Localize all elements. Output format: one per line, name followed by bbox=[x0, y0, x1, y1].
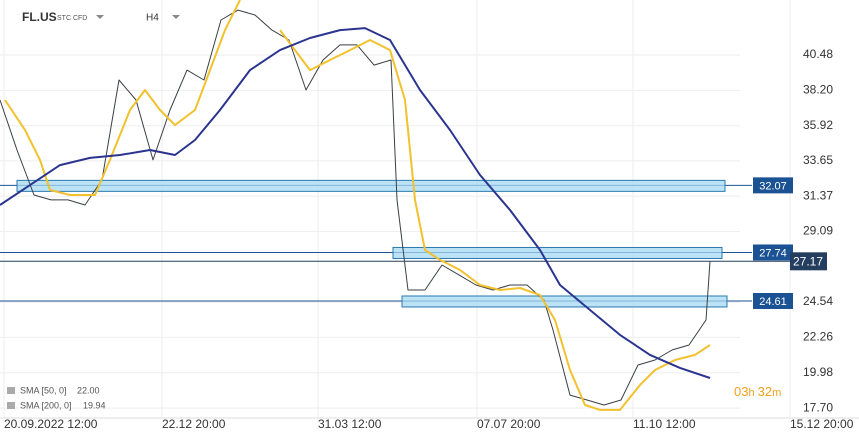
interval[interactable]: H4 bbox=[146, 13, 159, 24]
x-tick-label: 15.12 20:00 bbox=[790, 417, 854, 431]
instrument: STC CFD bbox=[57, 15, 87, 22]
legend-name: SMA [200, 0] bbox=[20, 400, 72, 410]
legend-name: SMA [50, 0] bbox=[20, 385, 67, 395]
price-line bbox=[0, 9, 711, 406]
y-tick-label: 35.92 bbox=[803, 118, 833, 132]
legend-value: 19.94 bbox=[83, 400, 106, 410]
y-tick-label: 40.48 bbox=[803, 47, 833, 61]
dropdown-arrow[interactable] bbox=[96, 15, 104, 19]
legend-icon[interactable] bbox=[7, 387, 15, 394]
legend-icon[interactable] bbox=[7, 402, 15, 409]
x-tick-label: 20.09.2022 12:00 bbox=[4, 417, 98, 431]
y-tick-label: 31.37 bbox=[803, 188, 833, 202]
levels bbox=[0, 179, 790, 308]
y-tick-label: 24.54 bbox=[803, 294, 833, 308]
y-tick-label: 19.98 bbox=[803, 365, 833, 379]
y-tick-label: 29.09 bbox=[803, 224, 833, 238]
x-tick-label: 22.12 20:00 bbox=[162, 417, 226, 431]
level-label-box bbox=[753, 244, 793, 261]
level-zone bbox=[392, 246, 723, 259]
level-label: 32.07 bbox=[759, 180, 787, 192]
symbol[interactable]: FL.US bbox=[22, 10, 57, 24]
level-label-box bbox=[753, 292, 793, 309]
current-price-box bbox=[790, 252, 827, 271]
sma-line bbox=[4, 0, 241, 196]
level-label: 24.61 bbox=[759, 296, 787, 308]
dropdown-arrow[interactable] bbox=[172, 15, 180, 19]
x-tick-label: 11.10 12:00 bbox=[633, 417, 696, 431]
y-tick-label: 17.70 bbox=[803, 400, 833, 414]
timer: 03h 32m bbox=[734, 384, 781, 399]
current-price-label: 27.17 bbox=[793, 254, 823, 268]
y-tick-label: 33.65 bbox=[803, 153, 833, 167]
x-tick-label: 31.03 12:00 bbox=[318, 417, 382, 431]
labels: 17.70 19.98 22.26 24.54 29.09 31.37 33.65 35.92… bbox=[4, 47, 854, 431]
level-label-box bbox=[753, 177, 793, 194]
grid bbox=[0, 0, 859, 419]
sma-line bbox=[279, 29, 711, 411]
level-zone bbox=[401, 295, 728, 308]
x-tick-label: 07.07 20:00 bbox=[477, 417, 541, 431]
y-tick-label: 38.20 bbox=[803, 83, 833, 97]
y-tick-label: 22.26 bbox=[803, 330, 833, 344]
sma-line bbox=[0, 27, 711, 379]
legend-value: 22.00 bbox=[77, 385, 100, 395]
level-label: 27.74 bbox=[759, 247, 787, 259]
plot bbox=[0, 0, 711, 411]
level-zone bbox=[16, 179, 726, 192]
